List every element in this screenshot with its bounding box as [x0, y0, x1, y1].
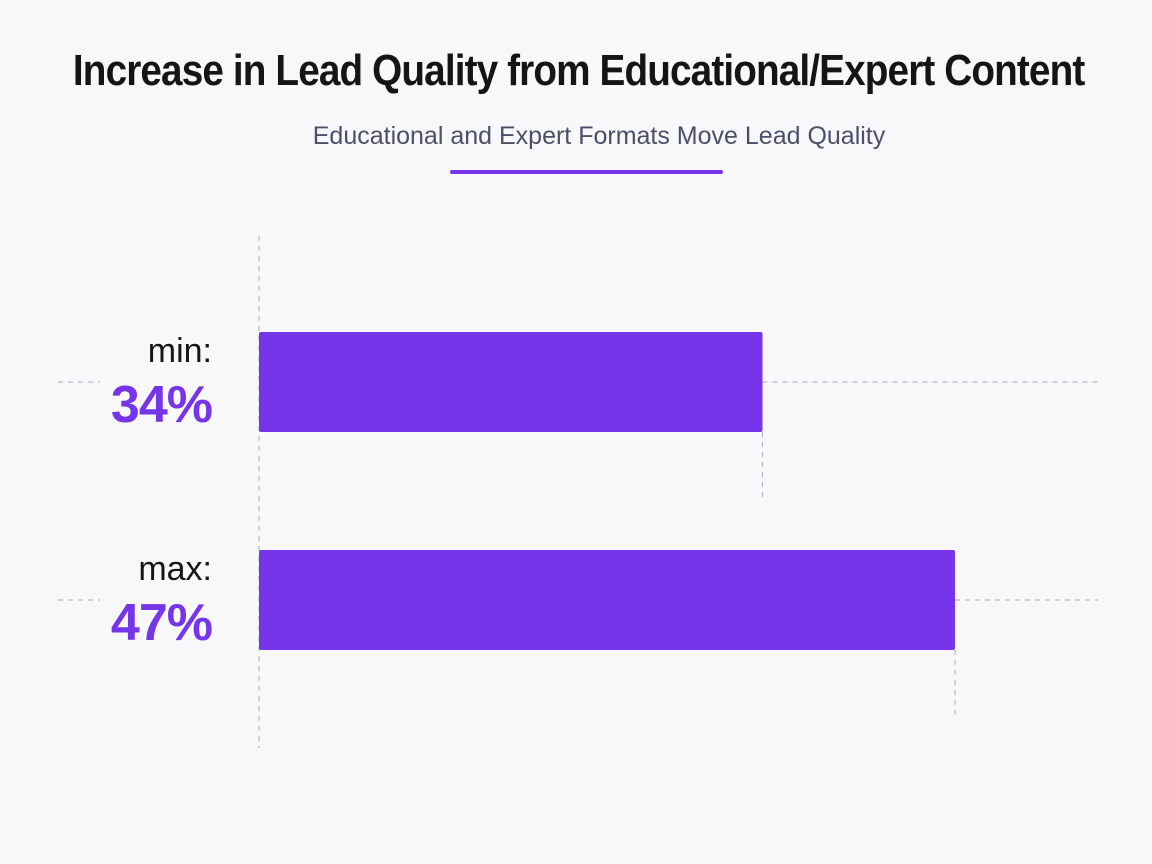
grid-lines — [58, 236, 1098, 748]
value-label: 34% — [111, 376, 212, 434]
bar — [259, 332, 763, 432]
bars — [259, 332, 955, 650]
category-label: max: — [138, 550, 212, 588]
bar-labels: min: 34% max: 47% — [111, 332, 213, 652]
chart-subtitle: Educational and Expert Formats Move Lead… — [312, 122, 886, 150]
category-label: min: — [148, 332, 212, 370]
value-label: 47% — [111, 594, 212, 652]
bar — [259, 550, 955, 650]
subtitle-underline — [450, 170, 723, 174]
chart-title: Increase in Lead Quality from Educationa… — [72, 46, 1085, 95]
